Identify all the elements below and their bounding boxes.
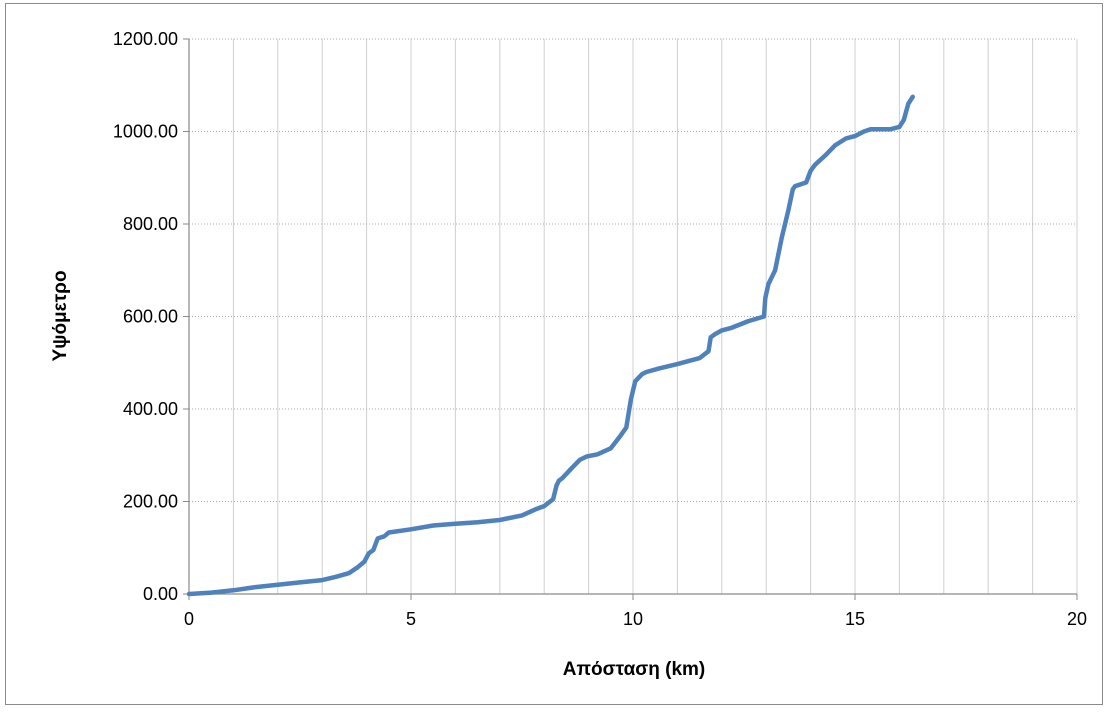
x-tick-label: 10 xyxy=(623,609,643,629)
y-tick-label: 400.00 xyxy=(123,399,178,419)
x-tick-label: 15 xyxy=(845,609,865,629)
x-tick-label: 20 xyxy=(1067,609,1087,629)
y-tick-label: 0.00 xyxy=(143,584,178,604)
chart-border xyxy=(5,3,1103,705)
series-layer xyxy=(186,94,915,597)
y-tick-label: 1000.00 xyxy=(113,122,178,142)
y-tick-label: 1200.00 xyxy=(113,29,178,49)
x-axis-title: Απόσταση (km) xyxy=(563,659,706,680)
x-tick-label: 5 xyxy=(406,609,416,629)
y-tick-label: 800.00 xyxy=(123,214,178,234)
gridlines xyxy=(189,38,1078,594)
axes xyxy=(183,38,1078,600)
y-tick-label: 200.00 xyxy=(123,492,178,512)
tick-labels: 0.00 200.00 400.00 600.00 800.00 1000.00 1200.… xyxy=(113,29,1087,629)
y-tick-label: 600.00 xyxy=(123,307,178,327)
y-axis-title: Υψόμετρο xyxy=(50,270,71,361)
x-tick-label: 0 xyxy=(184,609,194,629)
elevation-series-line xyxy=(186,94,915,597)
